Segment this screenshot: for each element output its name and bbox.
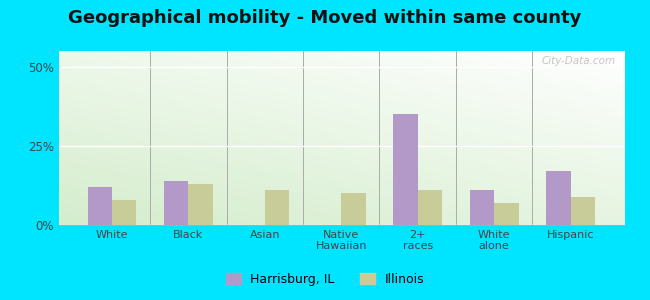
Bar (341, 194, 366, 225)
Bar (88, 187, 112, 225)
Bar (494, 203, 519, 225)
Legend: Harrisburg, IL, Illinois: Harrisburg, IL, Illinois (220, 268, 430, 291)
Text: City-Data.com: City-Data.com (541, 56, 616, 66)
Text: Geographical mobility - Moved within same county: Geographical mobility - Moved within sam… (68, 9, 582, 27)
Bar (470, 190, 494, 225)
Bar (393, 114, 418, 225)
Bar (188, 184, 213, 225)
Bar (418, 190, 442, 225)
Bar (265, 190, 289, 225)
Bar (164, 181, 188, 225)
Bar (546, 171, 571, 225)
Bar (112, 200, 136, 225)
Bar (571, 196, 595, 225)
